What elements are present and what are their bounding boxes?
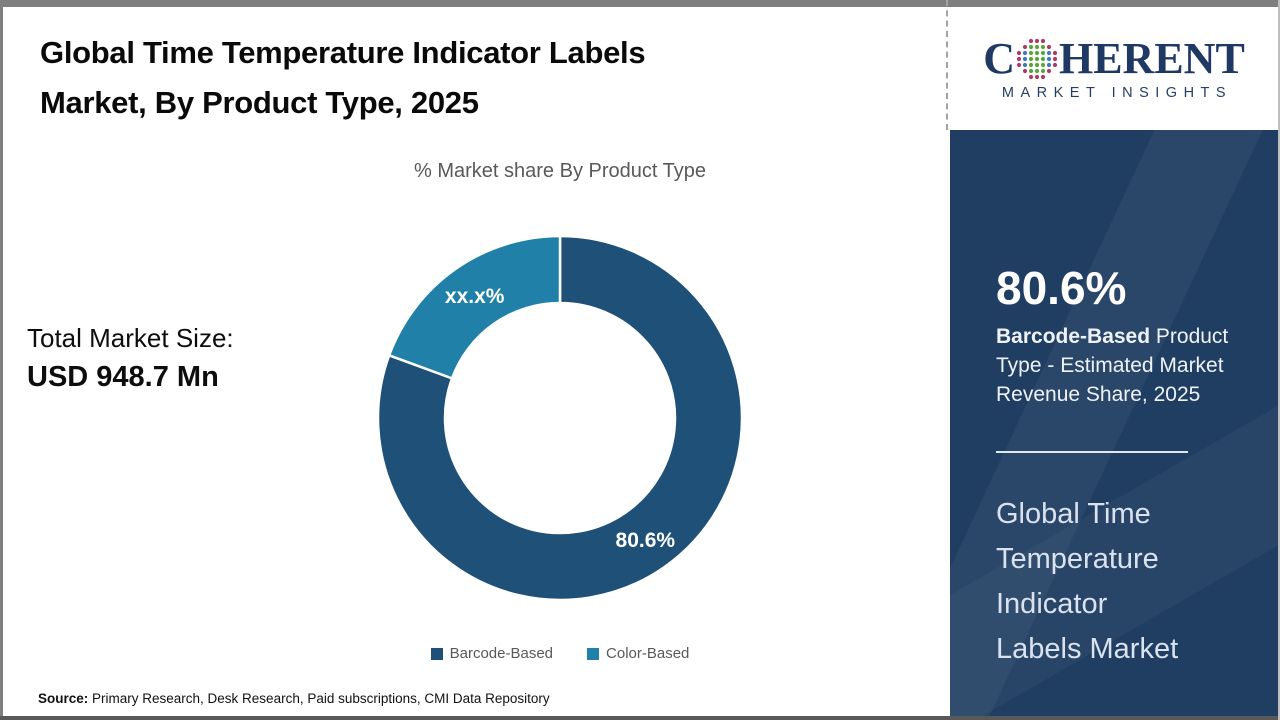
globe-dot xyxy=(1040,56,1046,61)
globe-dot xyxy=(1028,56,1034,61)
legend-swatch-barcode-based xyxy=(430,647,443,660)
globe-dot xyxy=(1028,62,1034,67)
donut-chart: 80.6% xx.x% xyxy=(376,234,744,602)
chart-legend: Barcode-Based Color-Based xyxy=(370,645,750,662)
globe-dot xyxy=(1028,74,1034,79)
legend-label-color-based: Color-Based xyxy=(606,645,690,662)
globe-dot xyxy=(1022,50,1028,55)
side-panel: 80.6% Barcode-Based Product Type - Estim… xyxy=(950,130,1278,716)
highlight-description-rest: Product Type - Estimated Market Revenue … xyxy=(996,325,1229,406)
globe-dot xyxy=(1040,38,1046,43)
panel-divider-line xyxy=(996,451,1188,453)
slice-label-barcode-based: 80.6% xyxy=(616,529,676,552)
legend-item-barcode-based: Barcode-Based xyxy=(430,645,554,662)
donut-slice-barcode-based xyxy=(376,234,744,602)
globe-dot xyxy=(1046,50,1052,55)
legend-swatch-color-based xyxy=(587,647,600,660)
panel-market-name: Global Time Temperature Indicator Labels… xyxy=(996,498,1179,665)
globe-dot xyxy=(1016,50,1022,55)
globe-dot xyxy=(1016,56,1022,61)
globe-dot xyxy=(1034,74,1040,79)
globe-dot xyxy=(1022,56,1028,61)
globe-dot xyxy=(1052,50,1058,55)
globe-dot xyxy=(1034,56,1040,61)
source-label: Source: xyxy=(38,691,89,706)
total-market-size-value: USD 948.7 Mn xyxy=(27,361,219,393)
globe-dot xyxy=(1022,62,1028,67)
globe-dot xyxy=(1034,44,1040,49)
panel-dashed-divider xyxy=(946,0,948,130)
globe-dot xyxy=(1040,74,1046,79)
page-border-bottom xyxy=(0,716,1280,720)
page-title: Global Time Temperature Indicator Labels… xyxy=(40,35,646,120)
source-note: Source: Primary Research, Desk Research,… xyxy=(38,691,550,706)
brand-letters-rest: HERENT xyxy=(1058,33,1245,83)
globe-dot xyxy=(1046,68,1052,73)
highlight-description: Barcode-Based Product Type - Estimated M… xyxy=(996,322,1250,409)
total-market-size: Total Market Size: USD 948.7 Mn xyxy=(27,320,234,397)
source-text: Primary Research, Desk Research, Paid su… xyxy=(88,691,550,706)
brand-logo: C HERENT MARKET INSIGHTS xyxy=(950,7,1278,130)
brand-logo-wordmark: C HERENT xyxy=(983,33,1245,83)
slice-label-color-based: xx.x% xyxy=(445,285,505,308)
globe-dot xyxy=(1040,68,1046,73)
globe-dot xyxy=(1028,50,1034,55)
donut-slice-color-based xyxy=(387,234,562,380)
globe-dot xyxy=(1040,44,1046,49)
globe-dot xyxy=(1052,56,1058,61)
globe-dot xyxy=(1040,50,1046,55)
globe-dot xyxy=(1034,62,1040,67)
brand-letter-c: C xyxy=(983,33,1015,83)
highlight-percentage: 80.6% xyxy=(996,262,1127,314)
page-border-top xyxy=(0,0,1280,7)
globe-dot xyxy=(1016,62,1022,67)
legend-item-color-based: Color-Based xyxy=(587,645,689,662)
total-market-size-label: Total Market Size: xyxy=(27,323,234,353)
globe-dot xyxy=(1040,62,1046,67)
globe-dot xyxy=(1022,68,1028,73)
globe-dot xyxy=(1046,62,1052,67)
globe-dot xyxy=(1028,38,1034,43)
globe-dot xyxy=(1034,38,1040,43)
page-border-left xyxy=(0,0,3,720)
globe-dot xyxy=(1028,44,1034,49)
globe-dot xyxy=(1034,68,1040,73)
globe-dot xyxy=(1022,44,1028,49)
globe-dot xyxy=(1028,68,1034,73)
legend-label-barcode-based: Barcode-Based xyxy=(449,645,554,662)
globe-dot xyxy=(1046,56,1052,61)
globe-dot xyxy=(1046,44,1052,49)
globe-dot xyxy=(1052,62,1058,67)
brand-tagline: MARKET INSIGHTS xyxy=(1001,84,1233,101)
highlight-description-bold: Barcode-Based xyxy=(996,325,1151,348)
chart-subtitle: % Market share By Product Type xyxy=(414,160,706,182)
page-border-right xyxy=(1278,0,1280,720)
globe-icon xyxy=(1016,38,1058,79)
globe-dot xyxy=(1034,50,1040,55)
